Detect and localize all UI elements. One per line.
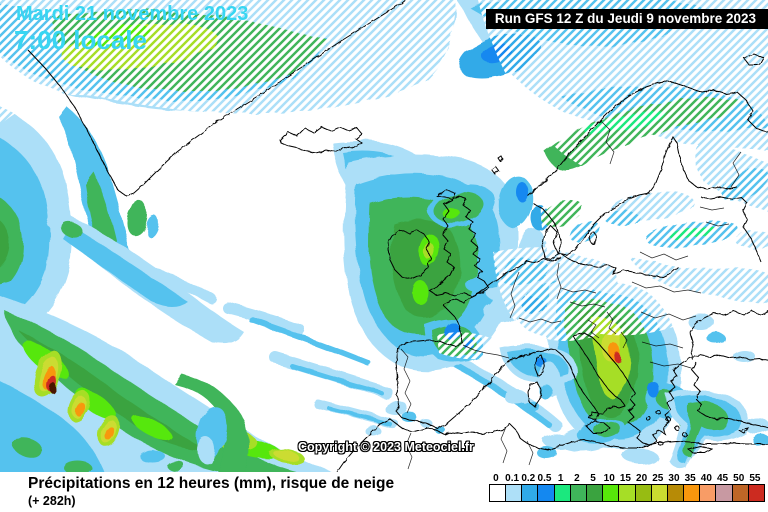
precipitation-map: Mardi 21 novembre 2023 7:00 locale Run G… [0, 0, 768, 472]
legend-value: 0.1 [505, 473, 520, 484]
forecast-offset-label: (+ 282h) [28, 494, 76, 508]
arctic-island [743, 53, 765, 66]
legend-swatch [522, 485, 539, 501]
legend-value: 20 [636, 473, 648, 484]
greek-island [655, 409, 661, 415]
legend-swatch [489, 485, 506, 501]
legend-swatch [700, 485, 717, 501]
legend-swatch [603, 485, 620, 501]
greek-island [682, 432, 688, 438]
legend-value: 50 [733, 473, 745, 484]
legend-value: 45 [716, 473, 729, 484]
legend-swatches [488, 484, 765, 502]
legend-value: 5 [590, 473, 596, 484]
atlantic-streaks [147, 267, 563, 433]
greenland-coast [27, 0, 406, 197]
legend-swatch [570, 485, 587, 501]
shetland-isles [491, 155, 504, 175]
legend-swatch [732, 485, 749, 501]
greek-island [645, 415, 651, 421]
ireland-coast [387, 229, 432, 280]
coastlines-layer [27, 0, 768, 472]
legend-value: 0.5 [537, 473, 552, 484]
greek-island [665, 416, 671, 422]
legend-swatch [635, 485, 652, 501]
valid-datetime: Mardi 21 novembre 2023 7:00 locale [14, 3, 249, 55]
model-run-box: Run GFS 12 Z du Jeudi 9 novembre 2023 [485, 9, 768, 29]
valid-date-label: Mardi 21 novembre 2023 [16, 3, 249, 25]
legend-swatch [586, 485, 604, 501]
legend-value: 0.2 [521, 473, 536, 484]
africa-coast [336, 418, 768, 472]
baltic-south-coast [559, 196, 762, 278]
corsica-coast [534, 354, 545, 377]
legend-value: 10 [603, 473, 615, 484]
legend-swatch [684, 485, 701, 501]
black-sea-coast [689, 310, 768, 361]
legend-swatch [538, 485, 555, 501]
country-borders-layer [400, 119, 742, 470]
legend-swatch [667, 485, 685, 501]
legend-labels: 0 0.1 0.2 0.5 1 2 5 10 15 20 25 30 35 40 45 50 55 [488, 473, 765, 484]
labrador-precip [0, 106, 244, 344]
model-run-label: Run GFS 12 Z du Jeudi 9 novembre 2023 [494, 11, 756, 26]
legend-swatch [554, 485, 571, 501]
balkans-greece-coast [583, 332, 691, 446]
greek-island [674, 425, 680, 431]
legend-value: 30 [668, 473, 680, 484]
great-britain-coast [429, 189, 490, 297]
legend-value: 1 [557, 473, 564, 484]
gotland-island [589, 231, 597, 245]
legend-swatch [748, 485, 764, 501]
map-canvas [0, 0, 768, 472]
snow-hatch-layer [0, 0, 768, 360]
denmark-coast [541, 225, 559, 260]
legend-value: 35 [684, 473, 696, 484]
legend-value: 0 [493, 473, 499, 484]
continental-europe-coast [395, 256, 562, 430]
legend-swatch [651, 485, 668, 501]
legend-value: 15 [619, 473, 631, 484]
iceland-coast [279, 126, 363, 154]
atlantic-front-precip [0, 295, 332, 472]
crete-coast [686, 445, 714, 454]
legend-value: 2 [574, 473, 580, 484]
legend-value: 25 [652, 473, 664, 484]
east-med-precip [666, 313, 768, 470]
sicily-coast [585, 420, 611, 434]
valid-time-label: 7:00 locale [14, 25, 147, 55]
map-title: Précipitations en 12 heures (mm), risque… [28, 475, 395, 492]
legend-swatch [619, 485, 636, 501]
italy-coast [555, 332, 626, 421]
cyprus-coast [737, 427, 750, 434]
anatolia-coast [689, 354, 768, 428]
copyright-label: Copyright © 2023 Meteociel.fr [298, 440, 474, 454]
uk-ireland-precip [343, 154, 601, 372]
caption-bar: Précipitations en 12 heures (mm), risque… [0, 472, 768, 512]
baltic-north-coast [533, 136, 738, 256]
sardinia-coast [527, 381, 542, 408]
west-med-precip [365, 344, 657, 464]
legend-value: 55 [749, 473, 761, 484]
legend-value: 40 [700, 473, 712, 484]
legend-swatch [716, 485, 733, 501]
legend-swatch [506, 485, 523, 501]
norway-coast [527, 80, 768, 197]
precipitation-legend: 0 0.1 0.2 0.5 1 2 5 10 15 20 25 30 35 40 45 50 55 [488, 473, 765, 502]
